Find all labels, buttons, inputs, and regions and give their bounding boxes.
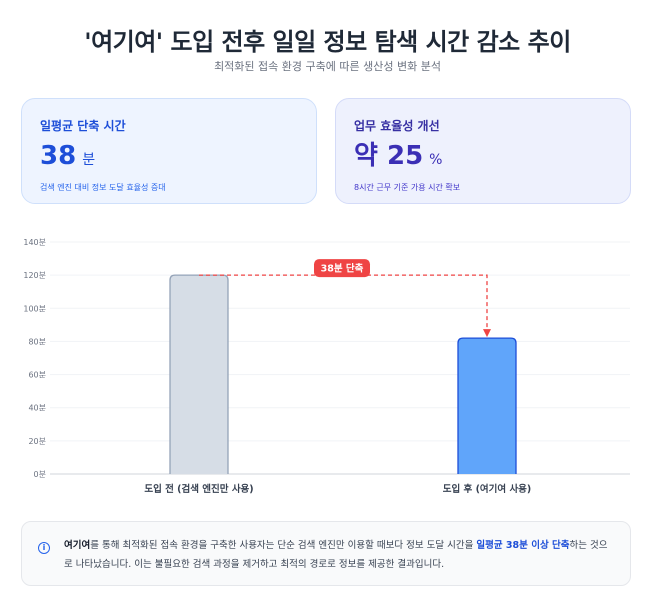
bar bbox=[457, 337, 517, 474]
info-brand: 여기여 bbox=[64, 540, 91, 551]
stat-note: 8시간 근무 기준 가용 시간 확보 bbox=[354, 183, 461, 192]
y-tick-label: 0분 bbox=[34, 470, 46, 479]
stat-card-time-saved: 일평균 단축 시간 38 분 검색 엔진 대비 정보 도달 효율성 증대 bbox=[21, 98, 317, 204]
y-tick-label: 40분 bbox=[28, 404, 46, 413]
page-title: '여기여' 도입 전후 일일 정보 탐색 시간 감소 추이 bbox=[84, 28, 571, 56]
y-tick-label: 80분 bbox=[28, 337, 46, 346]
stat-unit: 분 bbox=[82, 152, 96, 168]
annotation-arrow bbox=[483, 329, 491, 338]
info-text-1: 를 통해 최적화된 접속 환경을 구축한 사용자는 단순 검색 엔진만 이용할 … bbox=[90, 540, 477, 551]
y-tick-label: 20분 bbox=[28, 437, 46, 446]
annotation-label: 38분 단축 bbox=[321, 263, 364, 275]
stat-label: 일평균 단축 시간 bbox=[40, 119, 126, 133]
stat-label: 업무 효율성 개선 bbox=[354, 119, 440, 133]
y-tick-label: 100분 bbox=[23, 304, 46, 313]
x-tick-label: 도입 후 (여기여 사용) bbox=[443, 483, 532, 495]
stat-card-efficiency: 업무 효율성 개선 약 25% 8시간 근무 기준 가용 시간 확보 bbox=[335, 98, 631, 204]
info-highlight: 일평균 38분 이상 단축 bbox=[476, 540, 570, 551]
stat-value-wrap: 약 25% bbox=[354, 140, 612, 176]
y-tick-label: 60분 bbox=[28, 371, 46, 380]
stat-unit: % bbox=[429, 152, 443, 168]
annotation-badge bbox=[314, 259, 370, 278]
y-tick-label: 120분 bbox=[23, 271, 46, 280]
annotation-line bbox=[199, 274, 488, 333]
stat-note: 검색 엔진 대비 정보 도달 효율성 증대 bbox=[40, 183, 166, 192]
stat-value: 38 bbox=[40, 141, 77, 171]
stat-value-wrap: 38 분 bbox=[40, 140, 298, 176]
info-text-2: 하는 것으로 나타났습니다. 이는 불필요한 검색 과정을 제거하고 최적의 경… bbox=[64, 540, 608, 570]
info-box: i 여기여를 통해 최적화된 접속 환경을 구축한 사용자는 단순 검색 엔진만… bbox=[21, 521, 631, 586]
y-tick-label: 140분 bbox=[23, 238, 46, 247]
stat-value: 약 25 bbox=[354, 141, 424, 171]
x-tick-label: 도입 전 (검색 엔진만 사용) bbox=[144, 483, 253, 495]
info-icon: i bbox=[38, 542, 50, 554]
page-subtitle: 최적화된 접속 환경 구축에 따른 생산성 변화 분석 bbox=[214, 60, 441, 73]
bar bbox=[169, 274, 229, 474]
